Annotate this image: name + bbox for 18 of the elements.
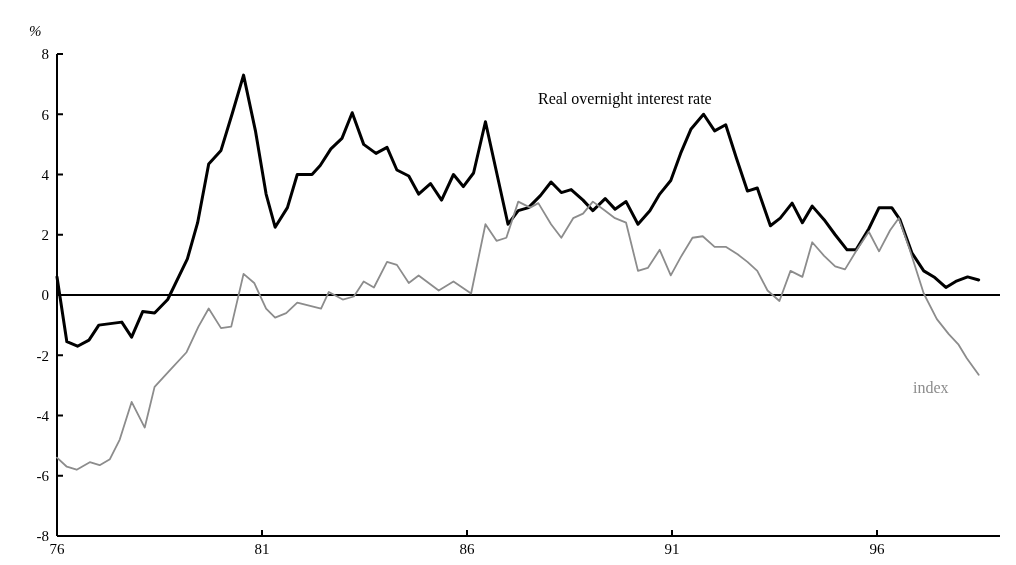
x-tick-label: 96: [869, 541, 885, 557]
x-tick-label: 91: [664, 541, 680, 557]
y-tick-label: -4: [36, 407, 50, 424]
y-tick-label: 0: [41, 287, 49, 304]
x-tick-label: 81: [254, 541, 270, 557]
y-tick-label: 6: [41, 106, 50, 123]
y-tick-label: -8: [36, 528, 49, 545]
y-tick-label: 8: [41, 46, 49, 63]
series-label: index: [913, 379, 949, 396]
y-tick-label: -6: [36, 468, 50, 484]
y-tick-label: 2: [41, 227, 49, 243]
x-tick-label: 86: [459, 541, 475, 557]
y-tick-label: 4: [41, 166, 50, 183]
x-tick-label: 76: [49, 541, 65, 557]
line-series: [56, 200, 980, 471]
series-label: Real overnight interest rate: [538, 90, 712, 108]
y-axis-title: %: [29, 23, 42, 39]
y-tick-label: -2: [36, 347, 49, 364]
